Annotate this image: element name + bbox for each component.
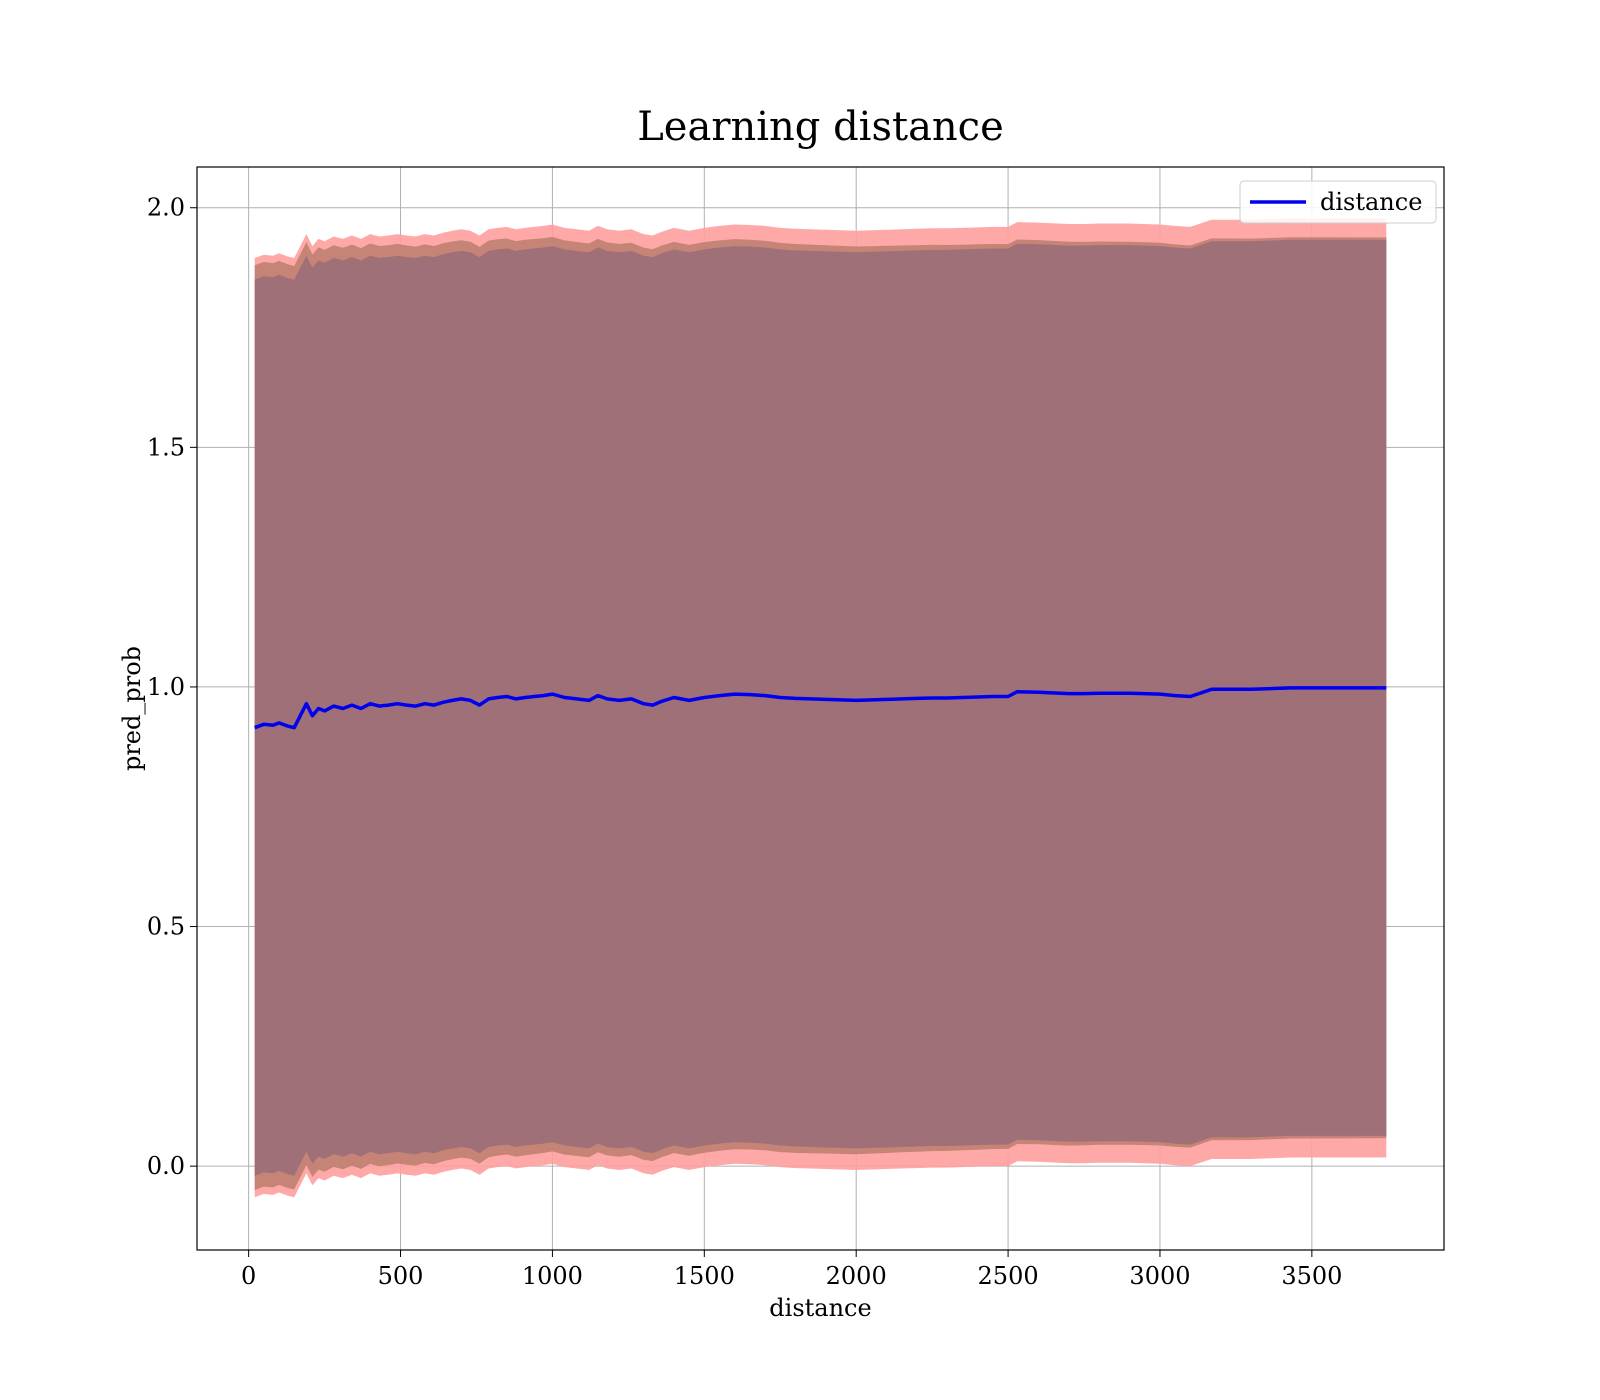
- x-tick-label: 1000: [522, 1262, 583, 1290]
- x-tick-label: 0: [241, 1262, 256, 1290]
- chart-title: Learning distance: [637, 104, 1004, 150]
- x-tick-label: 1500: [674, 1262, 735, 1290]
- band-inner: [254, 239, 1387, 1176]
- legend: distance: [1239, 180, 1437, 224]
- x-tick-label: 2000: [826, 1262, 887, 1290]
- y-tick-label: 1.0: [147, 673, 185, 701]
- series-line-distance: [254, 686, 1387, 730]
- x-tick-label: 500: [378, 1262, 424, 1290]
- y-tick-label: 2.0: [147, 194, 185, 222]
- legend-box: [1239, 180, 1437, 224]
- legend-label: distance: [1320, 188, 1422, 216]
- x-tick-label: 2500: [978, 1262, 1039, 1290]
- y-tick-label: 0.0: [147, 1152, 185, 1180]
- y-tick-label: 0.5: [147, 913, 185, 941]
- y-tick-label: 1.5: [147, 433, 185, 461]
- x-tick-label: 3000: [1129, 1262, 1190, 1290]
- y-axis-label: pred_prob: [118, 646, 146, 771]
- x-axis-label: distance: [769, 1294, 871, 1322]
- x-tick-label: 3500: [1281, 1262, 1342, 1290]
- axis-ticks: 0 500 1000 1500 2000 2500 3000 3500 0.0 0.5 1.0 1.5…: [147, 194, 1343, 1290]
- confidence-bands: [254, 218, 1387, 1198]
- plot-frame: [196, 166, 1445, 1251]
- series-lines: [254, 686, 1387, 730]
